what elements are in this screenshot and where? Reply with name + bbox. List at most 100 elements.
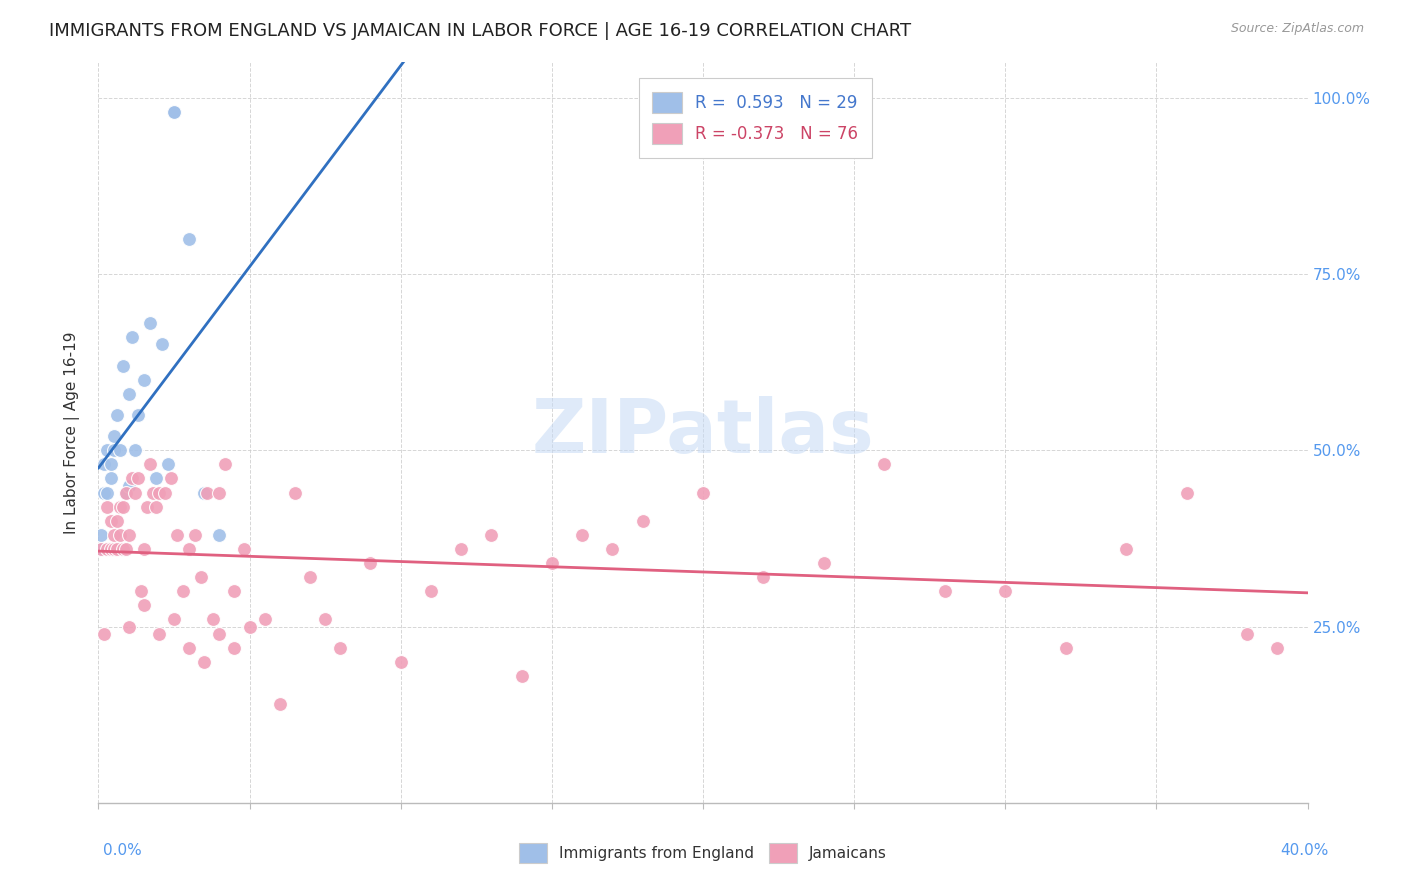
Point	[156, 458, 179, 472]
Legend: Immigrants from England, Jamaicans: Immigrants from England, Jamaicans	[513, 838, 893, 869]
Point	[284, 485, 307, 500]
Point	[100, 514, 122, 528]
Point	[179, 541, 201, 556]
Point	[153, 485, 176, 500]
Point	[752, 570, 775, 584]
Point	[96, 443, 118, 458]
Point	[224, 640, 246, 655]
Point	[214, 458, 236, 472]
Point	[571, 528, 593, 542]
Point	[103, 528, 125, 542]
Point	[118, 619, 141, 633]
Point	[124, 485, 146, 500]
Point	[540, 556, 562, 570]
Point	[1267, 640, 1289, 655]
Point	[100, 458, 122, 472]
Point	[692, 485, 714, 500]
Point	[314, 612, 336, 626]
Point	[163, 104, 186, 119]
Y-axis label: In Labor Force | Age 16-19: In Labor Force | Age 16-19	[63, 331, 80, 534]
Point	[166, 528, 188, 542]
Point	[145, 471, 167, 485]
Point	[179, 232, 201, 246]
Point	[253, 612, 276, 626]
Point	[172, 584, 194, 599]
Point	[224, 584, 246, 599]
Point	[1175, 485, 1198, 500]
Point	[202, 612, 225, 626]
Point	[135, 500, 157, 514]
Point	[118, 528, 141, 542]
Point	[118, 387, 141, 401]
Point	[148, 485, 170, 500]
Point	[193, 485, 215, 500]
Point	[232, 541, 254, 556]
Point	[103, 443, 125, 458]
Point	[142, 485, 165, 500]
Point	[139, 458, 162, 472]
Point	[96, 541, 118, 556]
Point	[114, 485, 136, 500]
Point	[132, 373, 155, 387]
Point	[121, 330, 143, 344]
Text: Source: ZipAtlas.com: Source: ZipAtlas.com	[1230, 22, 1364, 36]
Point	[208, 528, 231, 542]
Point	[208, 626, 231, 640]
Point	[111, 500, 134, 514]
Point	[160, 471, 183, 485]
Point	[163, 612, 186, 626]
Point	[132, 599, 155, 613]
Point	[145, 500, 167, 514]
Point	[100, 471, 122, 485]
Point	[103, 541, 125, 556]
Point	[190, 570, 212, 584]
Point	[360, 556, 382, 570]
Point	[108, 500, 131, 514]
Point	[105, 541, 128, 556]
Point	[124, 443, 146, 458]
Text: ZIPatlas: ZIPatlas	[531, 396, 875, 469]
Text: 40.0%: 40.0%	[1281, 843, 1329, 858]
Text: IMMIGRANTS FROM ENGLAND VS JAMAICAN IN LABOR FORCE | AGE 16-19 CORRELATION CHART: IMMIGRANTS FROM ENGLAND VS JAMAICAN IN L…	[49, 22, 911, 40]
Point	[150, 337, 173, 351]
Point	[111, 541, 134, 556]
Point	[93, 626, 115, 640]
Point	[93, 485, 115, 500]
Point	[90, 528, 112, 542]
Point	[450, 541, 472, 556]
Point	[873, 458, 896, 472]
Point	[299, 570, 322, 584]
Point	[129, 584, 152, 599]
Point	[90, 541, 112, 556]
Point	[96, 485, 118, 500]
Point	[239, 619, 262, 633]
Point	[510, 669, 533, 683]
Text: 0.0%: 0.0%	[103, 843, 142, 858]
Point	[481, 528, 503, 542]
Point	[813, 556, 835, 570]
Point	[114, 541, 136, 556]
Point	[114, 485, 136, 500]
Point	[108, 528, 131, 542]
Point	[602, 541, 624, 556]
Point	[631, 514, 654, 528]
Point	[100, 541, 122, 556]
Point	[184, 528, 207, 542]
Point	[121, 471, 143, 485]
Point	[994, 584, 1017, 599]
Point	[193, 655, 215, 669]
Point	[208, 485, 231, 500]
Point	[127, 408, 149, 422]
Point	[139, 316, 162, 330]
Point	[96, 500, 118, 514]
Point	[111, 359, 134, 373]
Point	[934, 584, 956, 599]
Point	[93, 458, 115, 472]
Point	[132, 541, 155, 556]
Point	[1115, 541, 1137, 556]
Point	[195, 485, 218, 500]
Point	[105, 514, 128, 528]
Point	[118, 478, 141, 492]
Point	[127, 471, 149, 485]
Point	[389, 655, 412, 669]
